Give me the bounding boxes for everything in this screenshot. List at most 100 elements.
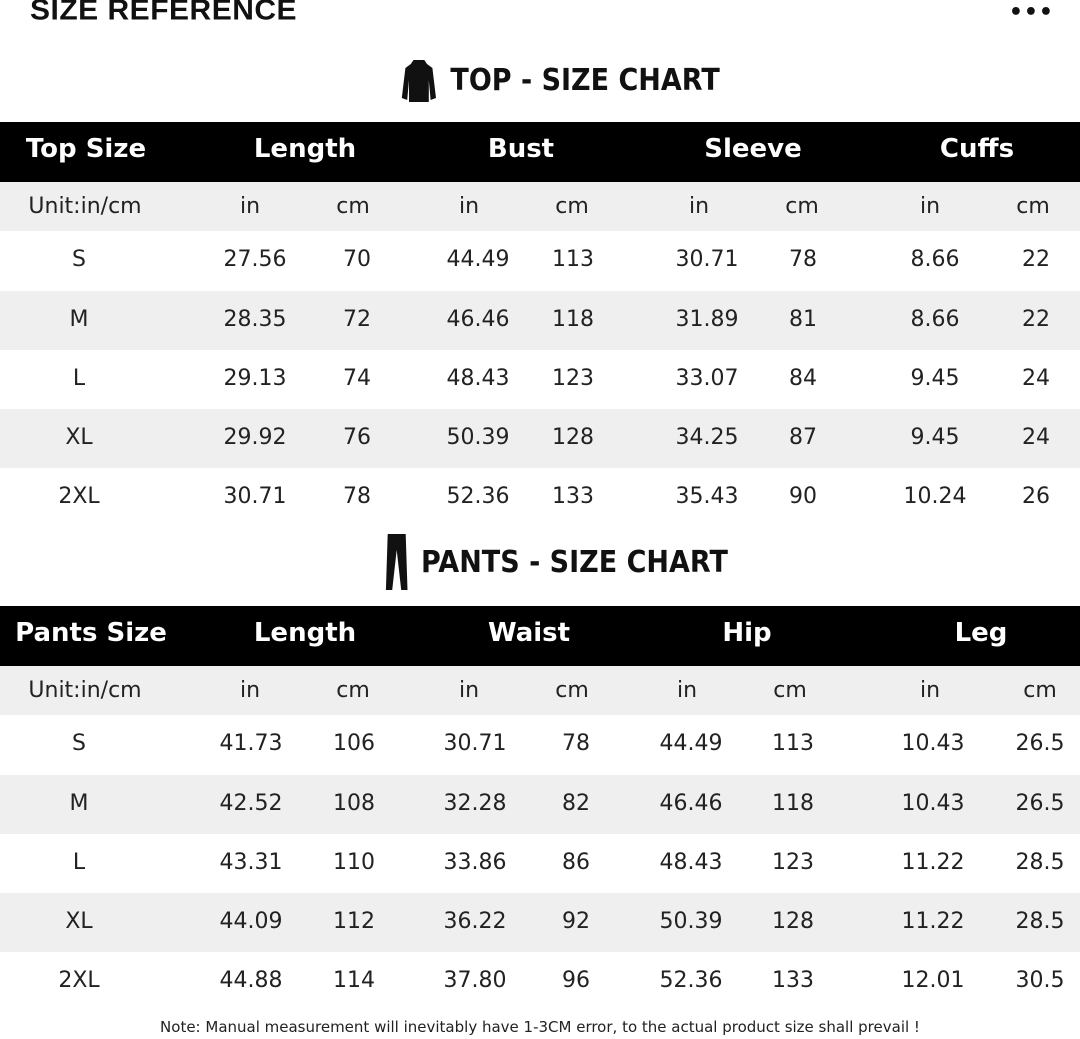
table-cell: 46.46 <box>659 791 723 816</box>
table-cell: 78 <box>343 484 371 509</box>
table-cell: 37.80 <box>443 968 507 993</box>
table-row: XL 44.09 112 36.22 92 50.39 128 11.22 28.5 <box>0 893 1080 952</box>
table-row: S 41.73 106 30.71 78 44.49 113 10.43 26.5 <box>0 715 1080 775</box>
table-row: S 27.56 70 44.49 113 30.71 78 8.66 22 <box>0 231 1080 291</box>
table-cell: 24 <box>1022 425 1050 450</box>
column-header: Cuffs <box>939 134 1015 164</box>
table-cell: 44.88 <box>219 968 283 993</box>
table-row: 2XL 30.71 78 52.36 133 35.43 90 10.24 26 <box>0 468 1080 528</box>
unit-cell: cm <box>785 194 819 219</box>
table-cell: 31.89 <box>675 307 739 332</box>
table-cell: 43.31 <box>219 850 283 875</box>
table-cell: 33.07 <box>675 366 739 391</box>
unit-cell: cm <box>336 678 370 703</box>
table-cell: 113 <box>772 731 814 756</box>
table-cell: 96 <box>562 968 590 993</box>
table-cell: 86 <box>562 850 590 875</box>
unit-cell: in <box>458 194 480 219</box>
table-cell: XL <box>65 425 93 450</box>
table-cell: 32.28 <box>443 791 507 816</box>
table-cell: 118 <box>772 791 814 816</box>
top-section-title: TOP - SIZE CHART <box>400 58 720 102</box>
column-header: Length <box>253 134 357 164</box>
ellipsis-icon: ••• <box>1008 0 1054 25</box>
unit-cell: cm <box>1016 194 1050 219</box>
unit-cell: cm <box>555 194 589 219</box>
table-cell: 11.22 <box>901 850 965 875</box>
table-row: L 29.13 74 48.43 123 33.07 84 9.45 24 <box>0 350 1080 409</box>
table-cell: 70 <box>343 247 371 272</box>
table-cell: 2XL <box>58 484 100 509</box>
pants-chart-title: PANTS - SIZE CHART <box>421 544 728 580</box>
table-cell: 92 <box>562 909 590 934</box>
table-cell: 118 <box>552 307 594 332</box>
page-title: SIZE REFERENCE <box>30 0 298 27</box>
table-cell: 26.5 <box>1015 731 1065 756</box>
column-header: Sleeve <box>704 134 802 164</box>
table-cell: 42.52 <box>219 791 283 816</box>
table-cell: 44.49 <box>659 731 723 756</box>
table-cell: 33.86 <box>443 850 507 875</box>
table-cell: 8.66 <box>910 307 960 332</box>
table-cell: 133 <box>552 484 594 509</box>
table-cell: 128 <box>552 425 594 450</box>
table-cell: 35.43 <box>675 484 739 509</box>
table-cell: 44.09 <box>219 909 283 934</box>
table-cell: 24 <box>1022 366 1050 391</box>
unit-cell: in <box>239 194 261 219</box>
table-cell: 12.01 <box>901 968 965 993</box>
table-cell: XL <box>65 909 93 934</box>
table-cell: 123 <box>552 366 594 391</box>
measurement-note: Note: Manual measurement will inevitably… <box>160 1018 920 1036</box>
table-cell: 29.92 <box>223 425 287 450</box>
table-cell: 78 <box>562 731 590 756</box>
table-cell: M <box>69 791 89 816</box>
table-cell: 50.39 <box>446 425 510 450</box>
table-cell: 26.5 <box>1015 791 1065 816</box>
table-cell: 11.22 <box>901 909 965 934</box>
jacket-icon <box>401 60 436 102</box>
table-cell: 48.43 <box>446 366 510 391</box>
table-cell: 123 <box>772 850 814 875</box>
table-cell: 28.5 <box>1015 909 1065 934</box>
table-cell: 10.24 <box>903 484 967 509</box>
table-cell: 34.25 <box>675 425 739 450</box>
table-cell: 52.36 <box>446 484 510 509</box>
unit-cell: cm <box>555 678 589 703</box>
table-row: L 43.31 110 33.86 86 48.43 123 11.22 28.5 <box>0 834 1080 893</box>
table-cell: 2XL <box>58 968 100 993</box>
table-cell: 108 <box>333 791 375 816</box>
table-cell: 46.46 <box>446 307 510 332</box>
table-cell: 30.71 <box>675 247 739 272</box>
column-header: Leg <box>954 618 1008 648</box>
table-cell: 48.43 <box>659 850 723 875</box>
pants-icon <box>385 534 408 590</box>
table-cell: 133 <box>772 968 814 993</box>
table-cell: 112 <box>333 909 375 934</box>
table-cell: 10.43 <box>901 731 965 756</box>
table-cell: 78 <box>789 247 817 272</box>
table-cell: 36.22 <box>443 909 507 934</box>
table-cell: L <box>72 366 86 391</box>
table-cell: 30.71 <box>443 731 507 756</box>
table-cell: S <box>72 247 86 272</box>
table-row: M 28.35 72 46.46 118 31.89 81 8.66 22 <box>0 291 1080 350</box>
column-header: Bust <box>487 134 555 164</box>
more-options-button[interactable]: ••• <box>1009 0 1054 25</box>
top-chart-title: TOP - SIZE CHART <box>450 62 720 98</box>
unit-cell: cm <box>336 194 370 219</box>
unit-cell: in <box>676 678 698 703</box>
table-cell: 87 <box>789 425 817 450</box>
table-cell: 26 <box>1022 484 1050 509</box>
table-cell: 41.73 <box>219 731 283 756</box>
table-cell: 52.36 <box>659 968 723 993</box>
unit-cell: Unit:in/cm <box>28 678 142 703</box>
table-cell: 30.71 <box>223 484 287 509</box>
column-header: Hip <box>722 618 772 648</box>
table-cell: 90 <box>789 484 817 509</box>
unit-cell: in <box>919 678 941 703</box>
table-cell: 84 <box>789 366 817 391</box>
table-cell: 8.66 <box>910 247 960 272</box>
table-cell: 82 <box>562 791 590 816</box>
column-header: Length <box>253 618 357 648</box>
